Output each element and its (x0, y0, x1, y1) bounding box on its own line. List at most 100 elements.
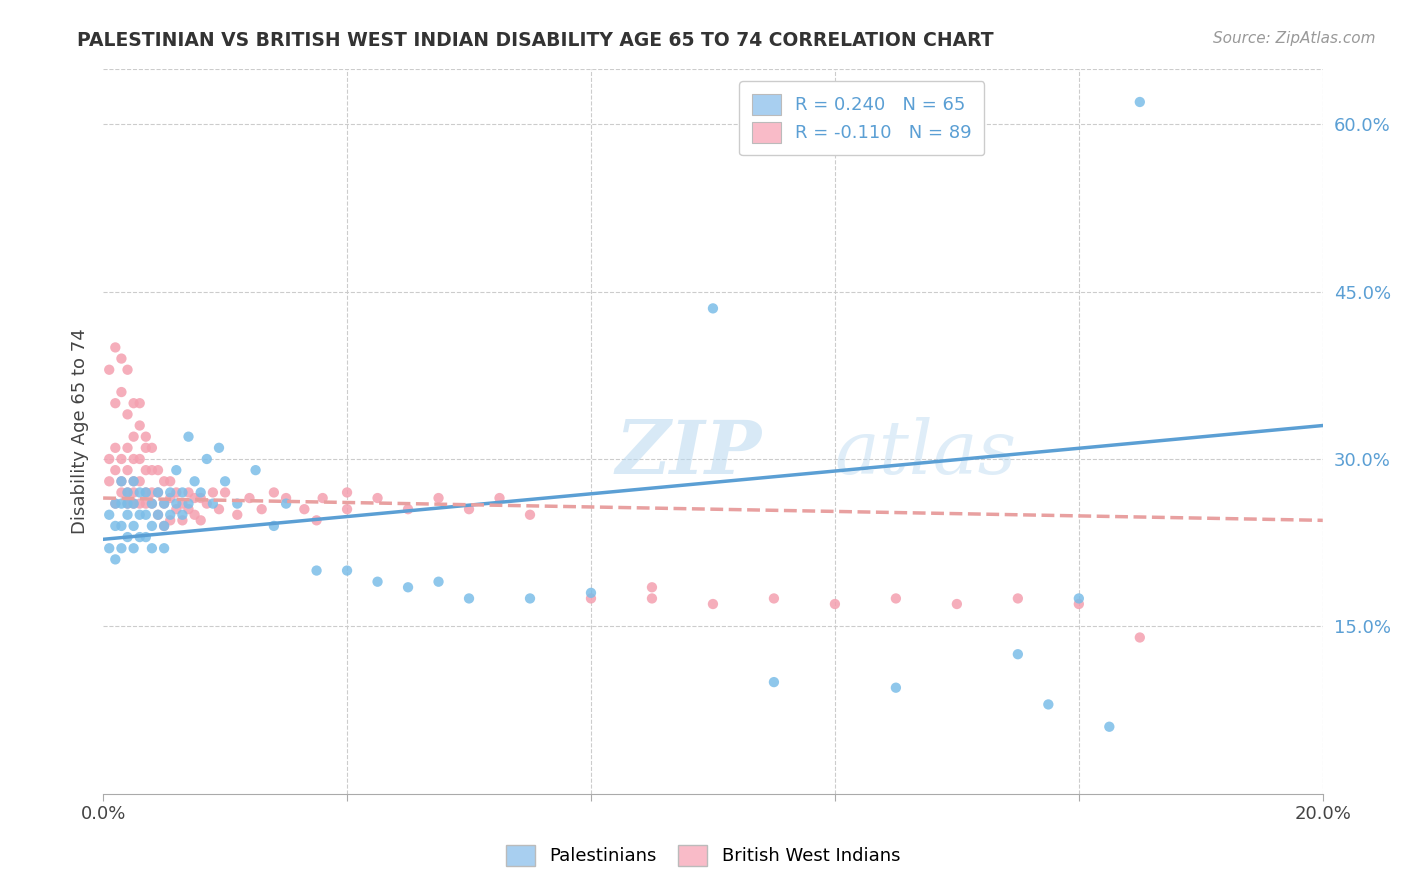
Point (201, 497, 224, 511)
Point (208, 441, 231, 455)
Point (117, 497, 139, 511)
Point (117, 408, 139, 422)
Point (1007, 647, 1029, 661)
Point (104, 519, 127, 533)
Point (214, 485, 236, 500)
Point (226, 508, 249, 522)
Point (274, 497, 297, 511)
Point (172, 497, 194, 511)
Point (1098, 720, 1121, 734)
Point (208, 502, 231, 516)
Point (128, 508, 150, 522)
Point (427, 574, 450, 589)
Point (135, 508, 157, 522)
Point (153, 519, 176, 533)
Point (146, 463, 169, 477)
Point (177, 430, 200, 444)
Point (110, 452, 132, 467)
Point (177, 497, 200, 511)
Point (702, 301, 724, 316)
Point (336, 564, 359, 578)
Point (110, 385, 132, 400)
Point (117, 530, 139, 544)
Point (98, 541, 121, 556)
Point (141, 497, 163, 511)
Point (122, 430, 145, 444)
Point (250, 502, 273, 516)
Point (153, 519, 176, 533)
Point (104, 497, 127, 511)
Legend: Palestinians, British West Indians: Palestinians, British West Indians (494, 832, 912, 879)
Point (98, 452, 121, 467)
Point (884, 591, 907, 606)
Point (110, 541, 132, 556)
Point (141, 485, 163, 500)
Point (128, 452, 150, 467)
Point (110, 351, 132, 366)
Point (104, 552, 127, 566)
Point (153, 497, 176, 511)
Point (190, 485, 212, 500)
Point (135, 485, 157, 500)
Point (146, 485, 169, 500)
Point (336, 485, 359, 500)
Point (141, 541, 163, 556)
Point (579, 591, 602, 606)
Point (135, 485, 157, 500)
Point (488, 491, 510, 505)
Point (153, 497, 176, 511)
Point (104, 441, 127, 455)
Text: Source: ZipAtlas.com: Source: ZipAtlas.com (1212, 31, 1375, 46)
Point (122, 485, 145, 500)
Point (1067, 591, 1090, 606)
Point (122, 497, 145, 511)
Point (159, 513, 181, 527)
Point (159, 475, 181, 489)
Point (427, 491, 450, 505)
Point (214, 475, 236, 489)
Point (141, 463, 163, 477)
Point (141, 519, 163, 533)
Point (135, 463, 157, 477)
Point (172, 508, 194, 522)
Point (165, 485, 187, 500)
Point (641, 591, 664, 606)
Point (762, 591, 785, 606)
Point (122, 452, 145, 467)
Point (104, 340, 127, 354)
Point (274, 491, 297, 505)
Point (1007, 591, 1029, 606)
Point (104, 463, 127, 477)
Point (159, 491, 181, 505)
Point (135, 441, 157, 455)
Point (195, 452, 218, 467)
Point (117, 463, 139, 477)
Text: atlas: atlas (835, 417, 1017, 489)
Point (396, 580, 419, 594)
Point (153, 541, 176, 556)
Point (458, 591, 481, 606)
Point (396, 502, 419, 516)
Point (128, 530, 150, 544)
Point (305, 564, 328, 578)
Point (263, 519, 285, 533)
Point (884, 681, 907, 695)
Point (165, 463, 187, 477)
Point (110, 497, 132, 511)
Point (98, 508, 121, 522)
Text: ZIP: ZIP (616, 417, 762, 489)
Point (122, 497, 145, 511)
Point (110, 475, 132, 489)
Point (110, 485, 132, 500)
Point (245, 463, 267, 477)
Point (117, 485, 139, 500)
Point (226, 497, 249, 511)
Point (141, 441, 163, 455)
Point (190, 491, 212, 505)
Point (172, 513, 194, 527)
Point (128, 497, 150, 511)
Point (146, 508, 169, 522)
Point (98, 363, 121, 377)
Legend: R = 0.240   N = 65, R = -0.110   N = 89: R = 0.240 N = 65, R = -0.110 N = 89 (740, 81, 984, 155)
Point (135, 530, 157, 544)
